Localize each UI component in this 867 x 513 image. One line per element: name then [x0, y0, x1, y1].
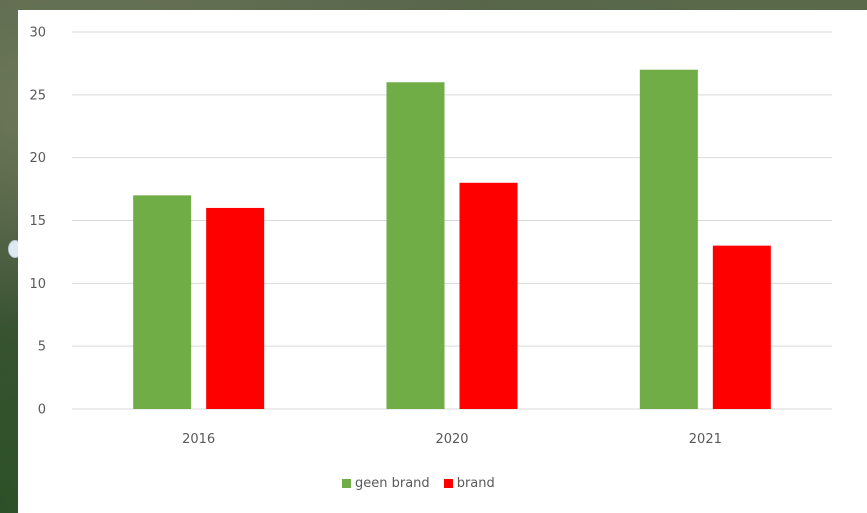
y-tick-label: 10 [29, 277, 46, 292]
bar-brand-2021 [712, 245, 771, 409]
bar-geen-brand-2021 [639, 69, 698, 409]
x-axis-categories: 2016 2020 2021 [182, 432, 722, 447]
bar-brand-2016 [206, 207, 265, 409]
x-category-label: 2021 [689, 432, 722, 447]
y-tick-label: 30 [29, 26, 46, 41]
y-tick-label: 5 [38, 340, 46, 355]
bar-geen-brand-2016 [133, 195, 192, 409]
bar-geen-brand-2020 [386, 82, 445, 410]
gridlines [72, 31, 832, 410]
y-axis-ticks: 0 5 10 15 20 25 30 [29, 26, 46, 418]
y-tick-label: 20 [29, 151, 46, 166]
bar-brand-2020 [459, 182, 518, 409]
x-category-label: 2016 [182, 432, 215, 447]
y-tick-label: 25 [29, 88, 46, 103]
legend-label-geen-brand: geen brand [355, 476, 430, 491]
legend: geen brand brand [342, 476, 495, 491]
y-tick-label: 0 [38, 403, 46, 418]
y-tick-label: 15 [29, 214, 46, 229]
legend-swatch-brand [443, 479, 453, 488]
legend-swatch-geen-brand [342, 479, 351, 488]
x-category-label: 2020 [435, 432, 468, 447]
legend-item-geen-brand: geen brand [342, 476, 430, 491]
legend-label-brand: brand [456, 476, 495, 491]
bars [133, 69, 771, 410]
legend-item-brand: brand [443, 476, 495, 491]
